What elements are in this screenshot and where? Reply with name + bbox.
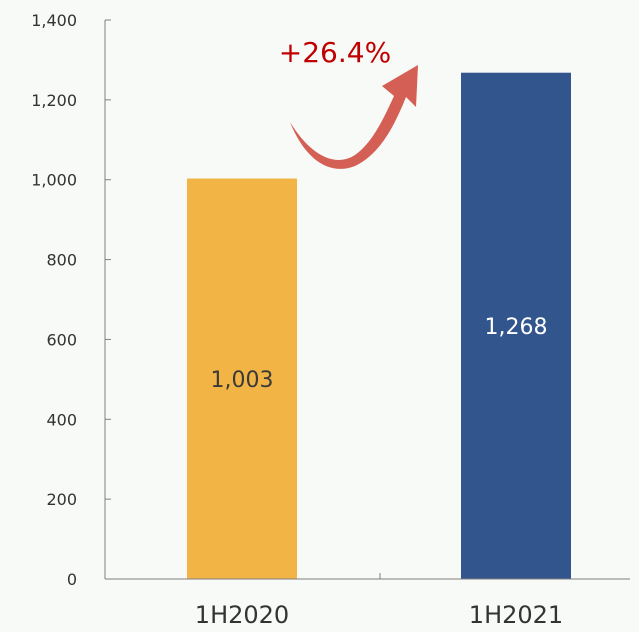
bar-value-label: 1,268 xyxy=(485,315,548,340)
y-tick-label: 800 xyxy=(46,251,77,270)
y-tick-label: 0 xyxy=(67,570,77,589)
y-tick-label: 1,000 xyxy=(31,171,77,190)
y-tick-label: 600 xyxy=(46,330,77,349)
y-tick-label: 1,400 xyxy=(31,11,77,30)
x-category-label: 1H2021 xyxy=(469,601,563,629)
bars: 1,003 1,268 xyxy=(187,72,571,580)
y-tick-label: 200 xyxy=(46,490,77,509)
bar-1h2020 xyxy=(187,178,297,580)
growth-arrow-icon xyxy=(290,65,418,169)
growth-percentage-label: +26.4% xyxy=(279,36,391,69)
y-axis: 0 200 400 600 800 1,000 1,200 1,400 xyxy=(31,11,111,589)
y-tick-label: 400 xyxy=(46,410,77,429)
x-category-label: 1H2020 xyxy=(195,601,289,629)
bar-value-label: 1,003 xyxy=(211,368,274,393)
y-tick-label: 1,200 xyxy=(31,91,77,110)
x-axis: 1H2020 1H2021 xyxy=(105,573,630,629)
bar-1h2021 xyxy=(461,72,571,579)
growth-annotation: +26.4% xyxy=(279,36,418,169)
